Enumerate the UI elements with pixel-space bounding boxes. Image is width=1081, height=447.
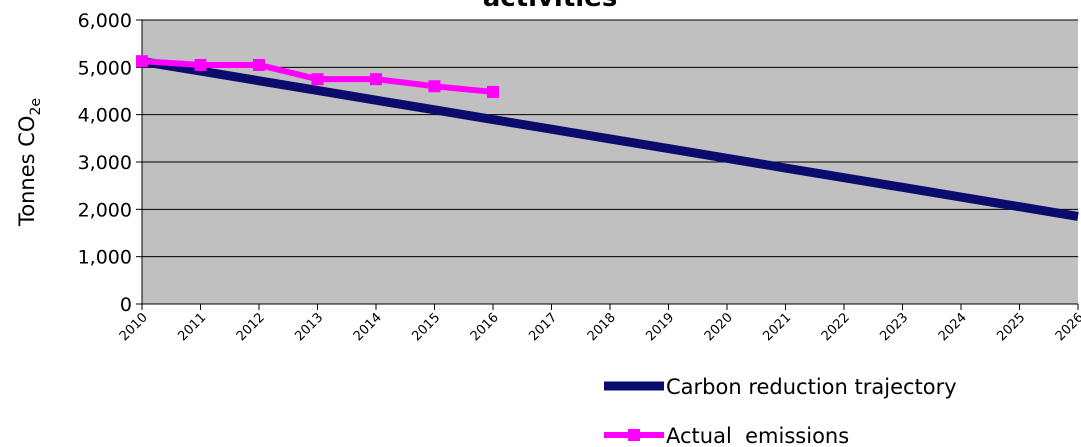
series-line xyxy=(141,56,1079,221)
x-tick-label: 2024 xyxy=(936,310,970,344)
x-tick-label: 2012 xyxy=(234,310,268,344)
y-tick-label: 6,000 xyxy=(78,10,132,32)
x-tick-label: 2014 xyxy=(351,310,385,344)
x-tick-label: 2022 xyxy=(819,310,853,344)
x-tick-label: 2019 xyxy=(643,310,677,344)
x-tick-label: 2011 xyxy=(175,310,209,344)
y-tick-label: 5,000 xyxy=(78,57,132,79)
y-axis-label-main: Tonnes CO xyxy=(15,116,39,227)
x-tick-label: 2021 xyxy=(760,310,794,344)
marker xyxy=(370,73,382,86)
marker xyxy=(136,55,148,68)
y-tick-label: 4,000 xyxy=(78,105,132,127)
y-tick-label: 0 xyxy=(120,294,132,316)
x-tick-label: 2020 xyxy=(702,310,736,344)
chart-title: activities xyxy=(483,0,618,13)
marker xyxy=(428,80,441,93)
legend-marker xyxy=(628,429,640,441)
legend-label: Actual emissions xyxy=(666,424,849,447)
marker xyxy=(487,85,499,98)
marker xyxy=(311,73,324,86)
x-tick-label: 2016 xyxy=(468,310,502,344)
y-tick-label: 2,000 xyxy=(78,199,132,221)
x-tick-label: 2015 xyxy=(409,310,443,344)
x-tick-label: 2025 xyxy=(994,310,1028,344)
x-tick-label: 2026 xyxy=(1053,310,1081,344)
y-axis-label: Tonnes CO2e xyxy=(15,98,44,227)
y-tick-label: 1,000 xyxy=(78,247,132,269)
marker xyxy=(253,58,265,71)
x-tick-label: 2017 xyxy=(526,310,560,344)
marker xyxy=(194,58,207,71)
x-tick-label: 2018 xyxy=(585,310,619,344)
y-tick-label: 3,000 xyxy=(78,152,132,174)
x-tick-label: 2023 xyxy=(877,310,911,344)
x-tick-label: 2013 xyxy=(292,310,326,344)
legend-label: Carbon reduction trajectory xyxy=(666,375,957,399)
y-axis-label-subscript: 2e xyxy=(28,98,44,116)
